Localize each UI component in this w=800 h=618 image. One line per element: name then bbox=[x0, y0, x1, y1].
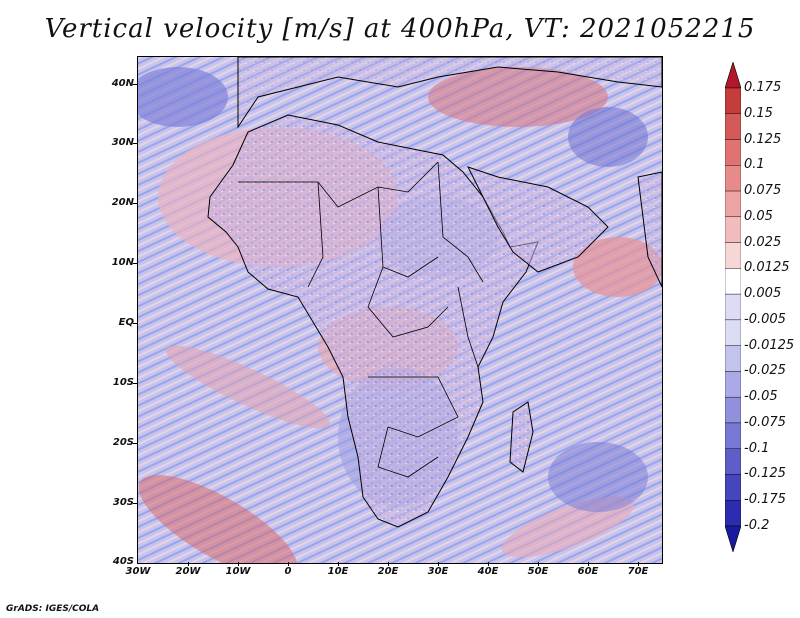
lat-label-20n: 20N bbox=[111, 197, 134, 208]
velocity-field-map bbox=[138, 57, 662, 563]
colorbar-segment bbox=[725, 242, 741, 269]
lon-tick bbox=[238, 562, 239, 566]
arabia-outline bbox=[467, 166, 609, 273]
colorbar-segment bbox=[725, 165, 741, 192]
colorbar-segment bbox=[725, 474, 741, 501]
colorbar bbox=[725, 62, 741, 552]
lat-tick bbox=[133, 203, 137, 204]
lat-label-20s: 20S bbox=[112, 437, 134, 448]
colorbar-label: -0.075 bbox=[744, 414, 786, 430]
colorbar-segment bbox=[725, 139, 741, 166]
lon-tick bbox=[588, 562, 589, 566]
colorbar-segment bbox=[725, 216, 741, 243]
colorbar-segment bbox=[725, 190, 741, 218]
coastlines-and-borders bbox=[207, 57, 662, 528]
colorbar-segment bbox=[725, 448, 741, 475]
lon-label-10w: 10W bbox=[225, 566, 251, 577]
colorbar-max-arrow bbox=[725, 62, 741, 89]
lon-tick bbox=[538, 562, 539, 566]
colorbar-label: -0.05 bbox=[744, 389, 778, 405]
colorbar-segment bbox=[725, 113, 741, 140]
colorbar-segment bbox=[725, 396, 741, 424]
lon-label-40e: 40E bbox=[477, 566, 499, 577]
lon-tick bbox=[438, 562, 439, 566]
lon-label-10e: 10E bbox=[327, 566, 349, 577]
africa-outline bbox=[207, 114, 539, 528]
lat-tick bbox=[133, 323, 137, 324]
colorbar-segment bbox=[725, 268, 741, 295]
lat-tick bbox=[133, 503, 137, 504]
colorbar-label: 0.075 bbox=[744, 183, 782, 199]
lon-label-0: 0 bbox=[284, 566, 292, 577]
lon-tick bbox=[638, 562, 639, 566]
lat-label-10s: 10S bbox=[112, 377, 134, 388]
colorbar-segment bbox=[725, 371, 741, 398]
lat-tick bbox=[133, 443, 137, 444]
colorbar-segment bbox=[725, 293, 741, 321]
colorbar-label: 0.025 bbox=[744, 234, 782, 250]
lat-label-10n: 10N bbox=[111, 257, 134, 268]
lon-label-60e: 60E bbox=[577, 566, 599, 577]
colorbar-label: -0.0125 bbox=[744, 337, 795, 353]
colorbar-label: -0.175 bbox=[744, 492, 786, 508]
lat-label-30n: 30N bbox=[111, 137, 134, 148]
colorbar-label: -0.025 bbox=[744, 363, 786, 379]
madagascar-outline bbox=[509, 401, 534, 473]
colorbar-segment bbox=[725, 345, 741, 372]
lat-tick bbox=[133, 263, 137, 264]
map-title: Vertical velocity [m/s] at 400hPa, VT: 2… bbox=[44, 14, 756, 44]
lat-label-30s: 30S bbox=[112, 497, 134, 508]
colorbar-label: 0.05 bbox=[744, 208, 773, 224]
lat-label-eq: EQ bbox=[118, 317, 134, 328]
lon-tick bbox=[338, 562, 339, 566]
colorbar-segment bbox=[725, 422, 741, 449]
lon-label-30w: 30W bbox=[125, 566, 151, 577]
colorbar-min-arrow bbox=[725, 525, 741, 552]
india-outline bbox=[637, 171, 662, 288]
lat-tick bbox=[133, 84, 137, 85]
map-plot-area[interactable] bbox=[137, 56, 663, 564]
colorbar-segment bbox=[725, 319, 741, 346]
lon-label-50e: 50E bbox=[527, 566, 549, 577]
colorbar-label: -0.1 bbox=[744, 440, 770, 456]
europe-coast bbox=[237, 57, 662, 129]
colorbar-label: -0.125 bbox=[744, 466, 786, 482]
lon-label-30e: 30E bbox=[427, 566, 449, 577]
colorbar-label: 0.15 bbox=[744, 105, 773, 121]
lon-label-70e: 70E bbox=[627, 566, 649, 577]
colorbar-label: 0.125 bbox=[744, 131, 782, 147]
colorbar-label: 0.175 bbox=[744, 80, 782, 95]
colorbar-label: 0.1 bbox=[744, 157, 765, 173]
colorbar-label: 0.0125 bbox=[744, 260, 790, 276]
country-borders bbox=[238, 161, 484, 478]
lon-tick bbox=[488, 562, 489, 566]
lon-tick bbox=[388, 562, 389, 566]
colorbar-label: -0.2 bbox=[744, 518, 770, 533]
lon-tick bbox=[188, 562, 189, 566]
colorbar-label: 0.005 bbox=[744, 286, 782, 302]
lat-label-40s: 40S bbox=[112, 556, 134, 567]
lat-label-40n: 40N bbox=[111, 78, 134, 89]
lon-tick bbox=[288, 562, 289, 566]
colorbar-label: -0.005 bbox=[744, 311, 786, 327]
colorbar-segment bbox=[725, 500, 741, 527]
grads-credit: GrADS: IGES/COLA bbox=[6, 604, 100, 614]
lon-label-20e: 20E bbox=[377, 566, 399, 577]
lat-tick bbox=[133, 143, 137, 144]
colorbar-segment bbox=[725, 87, 741, 114]
lat-tick bbox=[133, 383, 137, 384]
lon-label-20w: 20W bbox=[175, 566, 201, 577]
